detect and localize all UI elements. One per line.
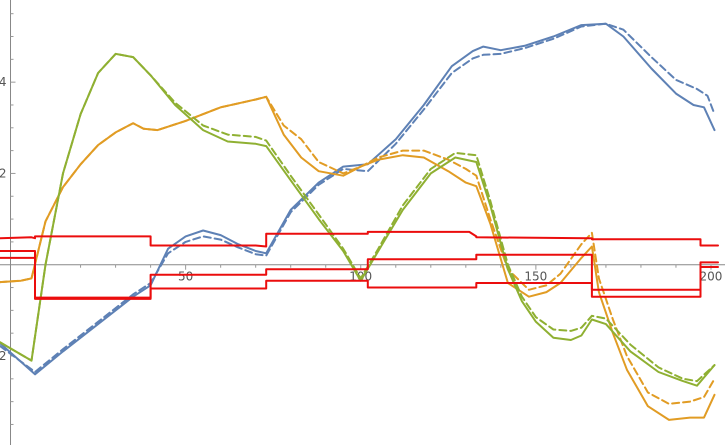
series-line-4 (0, 95, 716, 405)
series-line-5 (0, 52, 716, 387)
series-line-2 (0, 22, 716, 373)
x-tick-label: 150 (524, 270, 547, 284)
x-tick-label: 50 (178, 270, 193, 284)
series-line-7 (0, 230, 719, 248)
series-layer (0, 22, 719, 421)
series-line-1 (0, 22, 716, 376)
x-tick-label: 200 (700, 270, 723, 284)
series-line-8 (0, 250, 719, 299)
series-line-9 (0, 256, 719, 300)
y-tick-label: 4 (0, 75, 7, 89)
series-line-3 (0, 95, 716, 421)
y-tick-label: −2 (0, 349, 7, 363)
series-line-6 (0, 52, 716, 383)
y-tick-label: 2 (0, 166, 7, 180)
